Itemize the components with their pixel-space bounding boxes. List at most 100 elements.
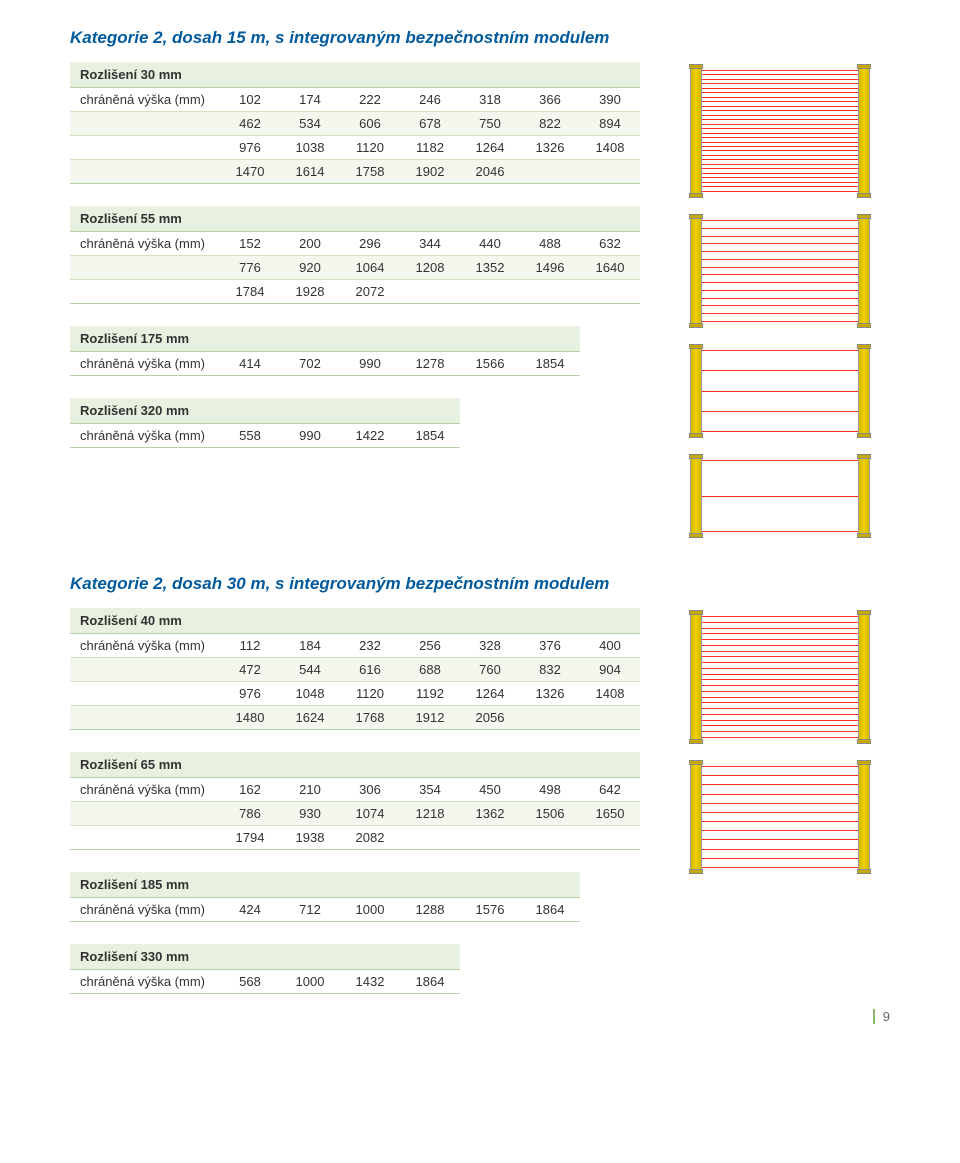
beam-line [702, 274, 858, 275]
section-title: Kategorie 2, dosah 30 m, s integrovaným … [70, 574, 890, 594]
data-cell: 1408 [580, 136, 640, 160]
beams [702, 350, 858, 432]
row-label [70, 826, 220, 850]
beam-line [702, 97, 858, 98]
beam-line [702, 142, 858, 143]
beam-line [702, 830, 858, 831]
data-cell: 152 [220, 232, 280, 256]
page-number: 9 [873, 1009, 890, 1024]
beam-line [702, 775, 858, 776]
beam-line [702, 159, 858, 160]
data-cell: 534 [280, 112, 340, 136]
beam-line [702, 110, 858, 111]
data-cell: 558 [220, 424, 280, 448]
beam-line [702, 720, 858, 721]
pillar-right [858, 612, 870, 742]
pillar-right [858, 762, 870, 872]
beam-line [702, 88, 858, 89]
data-cell: 1422 [340, 424, 400, 448]
data-cell [520, 160, 580, 184]
data-table: Rozlišení 185 mmchráněná výška (mm)42471… [70, 872, 580, 922]
beam-line [702, 725, 858, 726]
data-cell: 606 [340, 112, 400, 136]
data-cell: 200 [280, 232, 340, 256]
data-cell: 1288 [400, 898, 460, 922]
pillar-right [858, 346, 870, 436]
beam-line [702, 431, 858, 432]
row-label: chráněná výška (mm) [70, 970, 220, 994]
data-cell: 1614 [280, 160, 340, 184]
table-header: Rozlišení 330 mm [70, 944, 460, 970]
data-cell: 210 [280, 778, 340, 802]
beam-line [702, 83, 858, 84]
beam-line [702, 74, 858, 75]
data-cell: 2046 [460, 160, 520, 184]
data-cell: 616 [340, 658, 400, 682]
data-cell: 296 [340, 232, 400, 256]
beam-line [702, 668, 858, 669]
beam-line [702, 803, 858, 804]
table-header: Rozlišení 320 mm [70, 398, 460, 424]
row-label [70, 802, 220, 826]
beam-line [702, 128, 858, 129]
beam-line [702, 259, 858, 260]
beam-line [702, 101, 858, 102]
data-cell: 102 [220, 88, 280, 112]
data-cell: 450 [460, 778, 520, 802]
row-label [70, 280, 220, 304]
pillar-left [690, 762, 702, 872]
data-cell: 462 [220, 112, 280, 136]
beam-line [702, 616, 858, 617]
section-title: Kategorie 2, dosah 15 m, s integrovaným … [70, 28, 890, 48]
data-cell: 318 [460, 88, 520, 112]
beam-line [702, 119, 858, 120]
data-table: Rozlišení 320 mmchráněná výška (mm)55899… [70, 398, 460, 448]
data-cell: 920 [280, 256, 340, 280]
beams [702, 766, 858, 868]
data-table: Rozlišení 330 mmchráněná výška (mm)56810… [70, 944, 460, 994]
beam-line [702, 298, 858, 299]
data-cell: 162 [220, 778, 280, 802]
data-table: Rozlišení 40 mmchráněná výška (mm)112184… [70, 608, 640, 730]
data-cell: 1928 [280, 280, 340, 304]
beam-line [702, 460, 858, 461]
data-cell: 568 [220, 970, 280, 994]
beam-line [702, 370, 858, 371]
beam-line [702, 182, 858, 183]
beam-line [702, 79, 858, 80]
data-cell: 1506 [520, 802, 580, 826]
data-cell: 1938 [280, 826, 340, 850]
data-cell [520, 280, 580, 304]
beam-line [702, 794, 858, 795]
data-cell [400, 280, 460, 304]
pillar-left [690, 66, 702, 196]
data-cell [580, 826, 640, 850]
data-cell: 1264 [460, 682, 520, 706]
beam-line [702, 662, 858, 663]
data-cell: 1470 [220, 160, 280, 184]
pillar-left [690, 216, 702, 326]
data-cell: 1566 [460, 352, 520, 376]
data-cell: 1768 [340, 706, 400, 730]
beam-line [702, 70, 858, 71]
data-cell: 1480 [220, 706, 280, 730]
data-cell: 424 [220, 898, 280, 922]
graphics-column [690, 608, 890, 892]
beam-line [702, 839, 858, 840]
data-table: Rozlišení 30 mmchráněná výška (mm)102174… [70, 62, 640, 184]
table-header: Rozlišení 185 mm [70, 872, 580, 898]
data-cell: 1192 [400, 682, 460, 706]
beam-line [702, 812, 858, 813]
beam-line [702, 290, 858, 291]
row-label [70, 706, 220, 730]
row-label: chráněná výška (mm) [70, 352, 220, 376]
data-cell: 1182 [400, 136, 460, 160]
table-header: Rozlišení 40 mm [70, 608, 640, 634]
data-cell: 256 [400, 634, 460, 658]
data-cell: 366 [520, 88, 580, 112]
data-cell: 1640 [580, 256, 640, 280]
beam-line [702, 321, 858, 322]
data-cell: 246 [400, 88, 460, 112]
data-cell: 904 [580, 658, 640, 682]
data-cell: 1624 [280, 706, 340, 730]
